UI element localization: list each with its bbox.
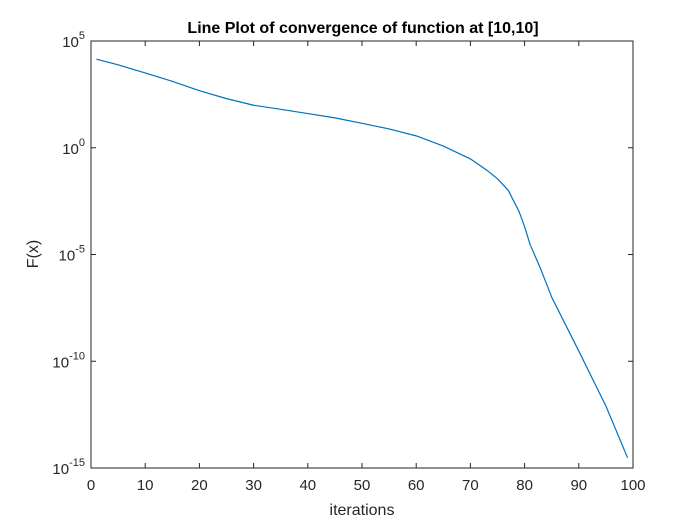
- x-tick-label: 60: [408, 477, 425, 494]
- y-axis-label: F(x): [25, 240, 42, 268]
- x-tick-label: 50: [354, 477, 371, 494]
- y-tick-exponent: -5: [75, 244, 85, 256]
- y-tick-exponent: 5: [79, 30, 85, 42]
- x-tick-label: 70: [462, 477, 479, 494]
- x-tick-label: 10: [137, 477, 154, 494]
- x-tick-label: 0: [87, 477, 95, 494]
- y-tick-base: 10: [62, 34, 79, 51]
- y-tick-base: 10: [52, 354, 69, 371]
- y-tick-label: 105: [62, 30, 85, 51]
- y-tick-base: 10: [52, 461, 69, 478]
- y-tick-label: 10-5: [59, 244, 85, 265]
- x-tick-label: 100: [620, 477, 645, 494]
- y-tick-exponent: -15: [69, 457, 85, 469]
- x-axis-ticks: 0 10 20 30 40 50 60 70 80 90 100: [87, 41, 646, 494]
- x-tick-label: 80: [516, 477, 533, 494]
- y-tick-label: 10-10: [52, 350, 85, 371]
- y-tick-exponent: -10: [69, 350, 85, 362]
- y-tick-exponent: 0: [79, 137, 85, 149]
- series-layer: [96, 58, 629, 459]
- x-tick-label: 30: [245, 477, 262, 494]
- plot-area: [90, 40, 634, 469]
- y-tick-base: 10: [59, 248, 76, 265]
- x-tick-label: 20: [191, 477, 208, 494]
- x-tick-label: 40: [299, 477, 316, 494]
- series-line: [96, 58, 629, 459]
- x-tick-label: 90: [570, 477, 587, 494]
- y-tick-label: 100: [62, 137, 85, 158]
- y-tick-label: 10-15: [52, 457, 85, 478]
- x-axis-label: iterations: [330, 502, 395, 519]
- chart-title: Line Plot of convergence of function at …: [187, 20, 538, 37]
- y-tick-base: 10: [62, 141, 79, 158]
